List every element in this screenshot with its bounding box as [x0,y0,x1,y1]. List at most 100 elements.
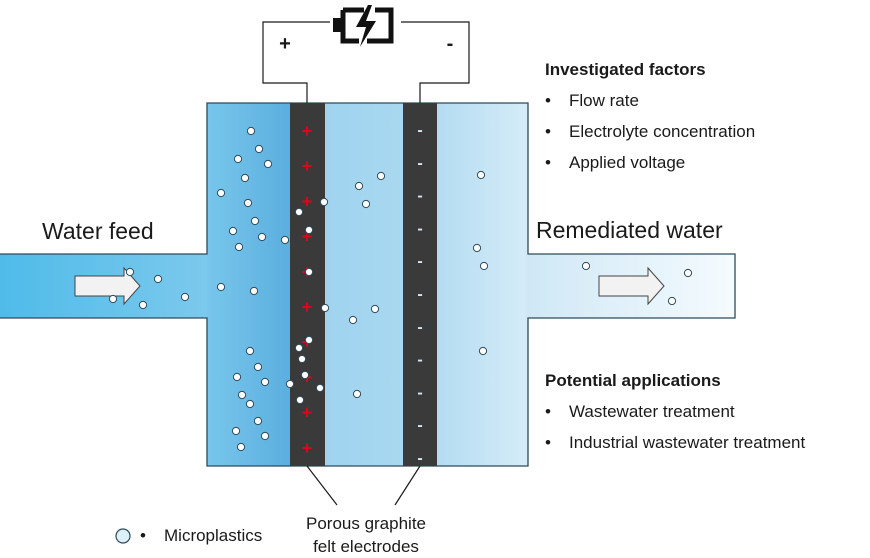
potential-applications-heading: Potential applications [545,371,721,390]
flow-arrow-icon [74,266,141,306]
electrodes-caption-line: felt electrodes [313,537,419,556]
anode-plus-sign: + [302,403,313,423]
application-item: Industrial wastewater treatment [545,433,805,453]
anode-electrode [290,103,325,466]
anode-plus-sign: + [302,438,313,458]
cathode-minus-sign: - [417,384,422,401]
microplastic-particle [216,282,226,292]
microplastic-particle [295,395,305,405]
microplastic-particle [294,343,304,353]
microplastic-particle [245,346,255,356]
cathode-minus-sign: - [417,188,422,205]
cathode-minus-sign: - [417,286,422,303]
microplastic-particle [667,296,677,306]
microplastic-particle [108,294,118,304]
microplastic-particle [581,261,591,271]
microplastic-particle [257,232,267,242]
microplastic-particle [294,207,304,217]
microplastic-particle [297,354,307,364]
legend-microplastics-label: Microplastics [140,526,262,546]
cathode-minus-sign: - [417,220,422,237]
factor-item: Flow rate [545,91,639,111]
microplastic-particle [231,426,241,436]
microplastic-particle [234,242,244,252]
cathode-minus-sign: - [417,417,422,434]
microplastic-particle [479,261,489,271]
microplastic-particle [153,274,163,284]
cathode-wire [401,21,470,103]
microplastic-particle [370,304,380,314]
microplastic-particle [228,226,238,236]
microplastic-particle [254,144,264,154]
anode-plus-sign: + [302,191,313,211]
microplastic-particle [280,235,290,245]
electrodes-caption-line: Porous graphite [305,514,427,533]
cathode-charge-signs: - - - - - - - - - - - [417,122,422,467]
microplastic-particle [315,383,325,393]
microplastic-particle [233,154,243,164]
anode-plus-sign: + [302,227,313,247]
microplastic-particle [285,379,295,389]
microplastic-particle [352,389,362,399]
microplastic-particle [253,416,263,426]
factor-item: Electrolyte concentration [545,122,755,142]
cathode-minus-sign: - [417,253,422,270]
microplastic-particle [180,292,190,302]
microplastic-particle [300,370,310,380]
microplastic-particle-icon [115,528,131,544]
anode-wire [262,21,330,103]
microplastic-particle [683,268,693,278]
microplastic-particle [232,372,242,382]
microplastic-particle [354,181,364,191]
caption-leader-line [306,465,338,506]
microplastic-particle [319,197,329,207]
microplastic-particle [236,442,246,452]
microplastic-particle [361,199,371,209]
chamber-cathode-side [437,103,528,466]
cathode-minus-sign: - [417,319,422,336]
factor-item: Applied voltage [545,153,685,173]
microplastic-particle [260,431,270,441]
microplastic-particle [304,335,314,345]
remediated-water-label: Remediated water [536,217,723,243]
microplastic-particle [138,300,148,310]
microplastic-particle [237,390,247,400]
cathode-electrode [403,103,437,466]
caption-leader-line [394,465,421,506]
anode-plus-sign: + [302,156,313,176]
microplastic-particle [304,267,314,277]
cathode-minus-sign: - [417,450,422,467]
chamber-middle [325,103,403,466]
microplastic-particle [376,171,386,181]
investigated-factors-heading: Investigated factors [545,60,706,79]
cathode-minus-sign: - [417,352,422,369]
anode-plus-sign: + [302,297,313,317]
microplastic-particle [348,315,358,325]
water-feed-label: Water feed [42,218,154,244]
microplastic-particle [245,399,255,409]
channel-outline [0,102,736,467]
microplastic-particle [260,377,270,387]
battery-charging-icon [333,5,394,47]
cathode-minus-sign: - [417,155,422,172]
microplastic-particle [472,243,482,253]
microplastic-particle [243,198,253,208]
electrodes-caption: Porous graphite felt electrodes [276,512,456,558]
microplastic-particle [246,126,256,136]
cathode-minus-sign: - [417,122,422,139]
microplastic-particle [240,173,250,183]
microplastic-particle [249,286,259,296]
microplastic-particle [304,225,314,235]
anode-plus-sign: + [302,121,313,141]
flow-arrow-icon [598,266,665,306]
microplastic-particle [263,159,273,169]
microplastic-particle [253,362,263,372]
microplastic-particle [250,216,260,226]
microplastic-particle [476,170,486,180]
microplastic-particle [125,267,135,277]
microplastic-particle [320,303,330,313]
microplastic-particle [216,188,226,198]
microplastic-particles [108,126,693,452]
minus-terminal: - [447,33,454,55]
